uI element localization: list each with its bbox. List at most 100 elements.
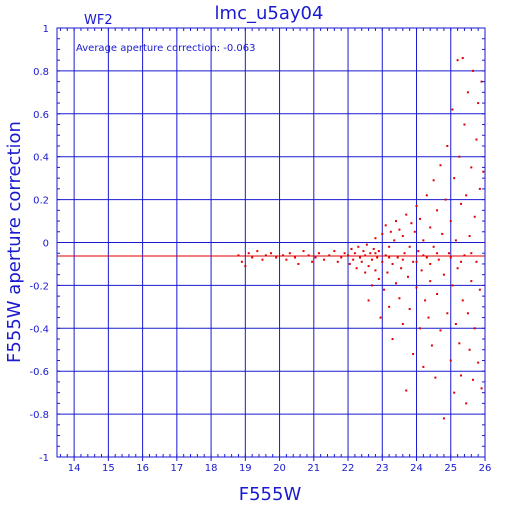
data-point — [470, 252, 473, 255]
data-point — [453, 391, 456, 394]
data-point — [465, 402, 468, 405]
grid-lines — [57, 27, 486, 458]
data-point — [382, 288, 385, 291]
data-point — [394, 282, 397, 285]
data-point — [256, 250, 259, 253]
data-point — [444, 198, 447, 201]
data-point — [480, 387, 483, 390]
data-point — [270, 252, 272, 255]
data-point — [297, 262, 300, 265]
data-point — [477, 361, 480, 364]
data-point — [468, 235, 471, 238]
x-tick-label: 17 — [170, 463, 183, 474]
data-point — [430, 344, 433, 347]
data-point — [328, 254, 331, 257]
data-point — [472, 378, 475, 381]
y-tick-label: 0.8 — [33, 67, 49, 78]
data-point — [451, 284, 454, 287]
data-point — [451, 108, 454, 111]
data-point — [446, 312, 449, 315]
x-tick-label: 15 — [102, 463, 115, 474]
panel-label: WF2 — [84, 13, 113, 28]
x-tick-label: 24 — [410, 463, 423, 474]
data-point — [463, 254, 466, 257]
data-point — [454, 239, 457, 242]
data-point — [432, 245, 435, 248]
data-point — [365, 243, 368, 246]
data-point — [475, 260, 478, 263]
data-point — [391, 338, 394, 341]
data-point — [441, 232, 444, 235]
data-point — [460, 202, 463, 205]
data-point — [456, 267, 459, 270]
data-point — [401, 323, 404, 326]
data-point — [461, 299, 464, 302]
data-point — [261, 258, 264, 261]
data-point — [415, 286, 418, 289]
data-point — [442, 273, 445, 276]
data-point — [396, 256, 399, 259]
data-point — [460, 374, 463, 377]
data-point — [377, 250, 380, 253]
data-point — [439, 164, 442, 167]
data-point — [406, 275, 409, 278]
data-point — [362, 250, 365, 253]
data-point — [347, 254, 350, 257]
data-point — [429, 262, 432, 265]
data-point — [374, 237, 377, 240]
data-point — [388, 245, 391, 248]
data-point — [377, 277, 380, 280]
data-point — [436, 209, 439, 212]
data-point — [369, 252, 372, 255]
data-point — [448, 252, 451, 255]
data-point — [425, 194, 428, 197]
y-tick-label: 0.4 — [33, 153, 49, 164]
data-point — [374, 269, 377, 272]
data-point — [314, 256, 317, 259]
data-point — [420, 269, 423, 272]
data-point — [352, 258, 355, 261]
data-point — [372, 247, 375, 250]
data-point — [237, 254, 240, 257]
data-point — [389, 230, 392, 233]
data-point — [391, 262, 394, 265]
y-axis-label: F555W aperture correction — [4, 121, 25, 363]
data-point — [470, 166, 473, 169]
data-point — [412, 260, 415, 263]
data-point — [415, 260, 418, 263]
data-point — [360, 260, 363, 263]
data-point — [454, 323, 457, 326]
data-point — [293, 256, 296, 259]
data-point — [453, 177, 456, 180]
data-point — [333, 250, 336, 253]
data-point — [353, 252, 356, 255]
data-point — [449, 359, 452, 362]
data-point — [388, 305, 391, 308]
data-point — [437, 258, 440, 261]
data-point — [432, 179, 435, 182]
y-tick-label: 0.2 — [33, 196, 49, 207]
data-point — [456, 59, 459, 62]
data-point — [374, 252, 377, 255]
data-point — [340, 256, 343, 259]
data-point — [401, 258, 404, 261]
data-point — [403, 252, 406, 255]
data-point — [348, 262, 351, 265]
data-point — [446, 144, 449, 147]
data-point — [429, 280, 432, 283]
data-points — [237, 57, 485, 420]
data-point — [364, 254, 367, 257]
data-point — [458, 155, 461, 158]
data-point — [465, 194, 468, 197]
x-tick-label: 18 — [205, 463, 218, 474]
data-point — [311, 260, 314, 263]
data-point — [275, 256, 278, 259]
data-point — [415, 205, 418, 208]
data-point — [247, 252, 250, 255]
x-axis-ticks: 14 15 16 17 18 19 20 21 22 23 24 25 26 — [59, 28, 491, 474]
data-point — [424, 299, 427, 302]
x-tick-label: 21 — [307, 463, 320, 474]
data-point — [472, 69, 475, 72]
data-point — [422, 254, 425, 257]
data-point — [413, 230, 416, 233]
